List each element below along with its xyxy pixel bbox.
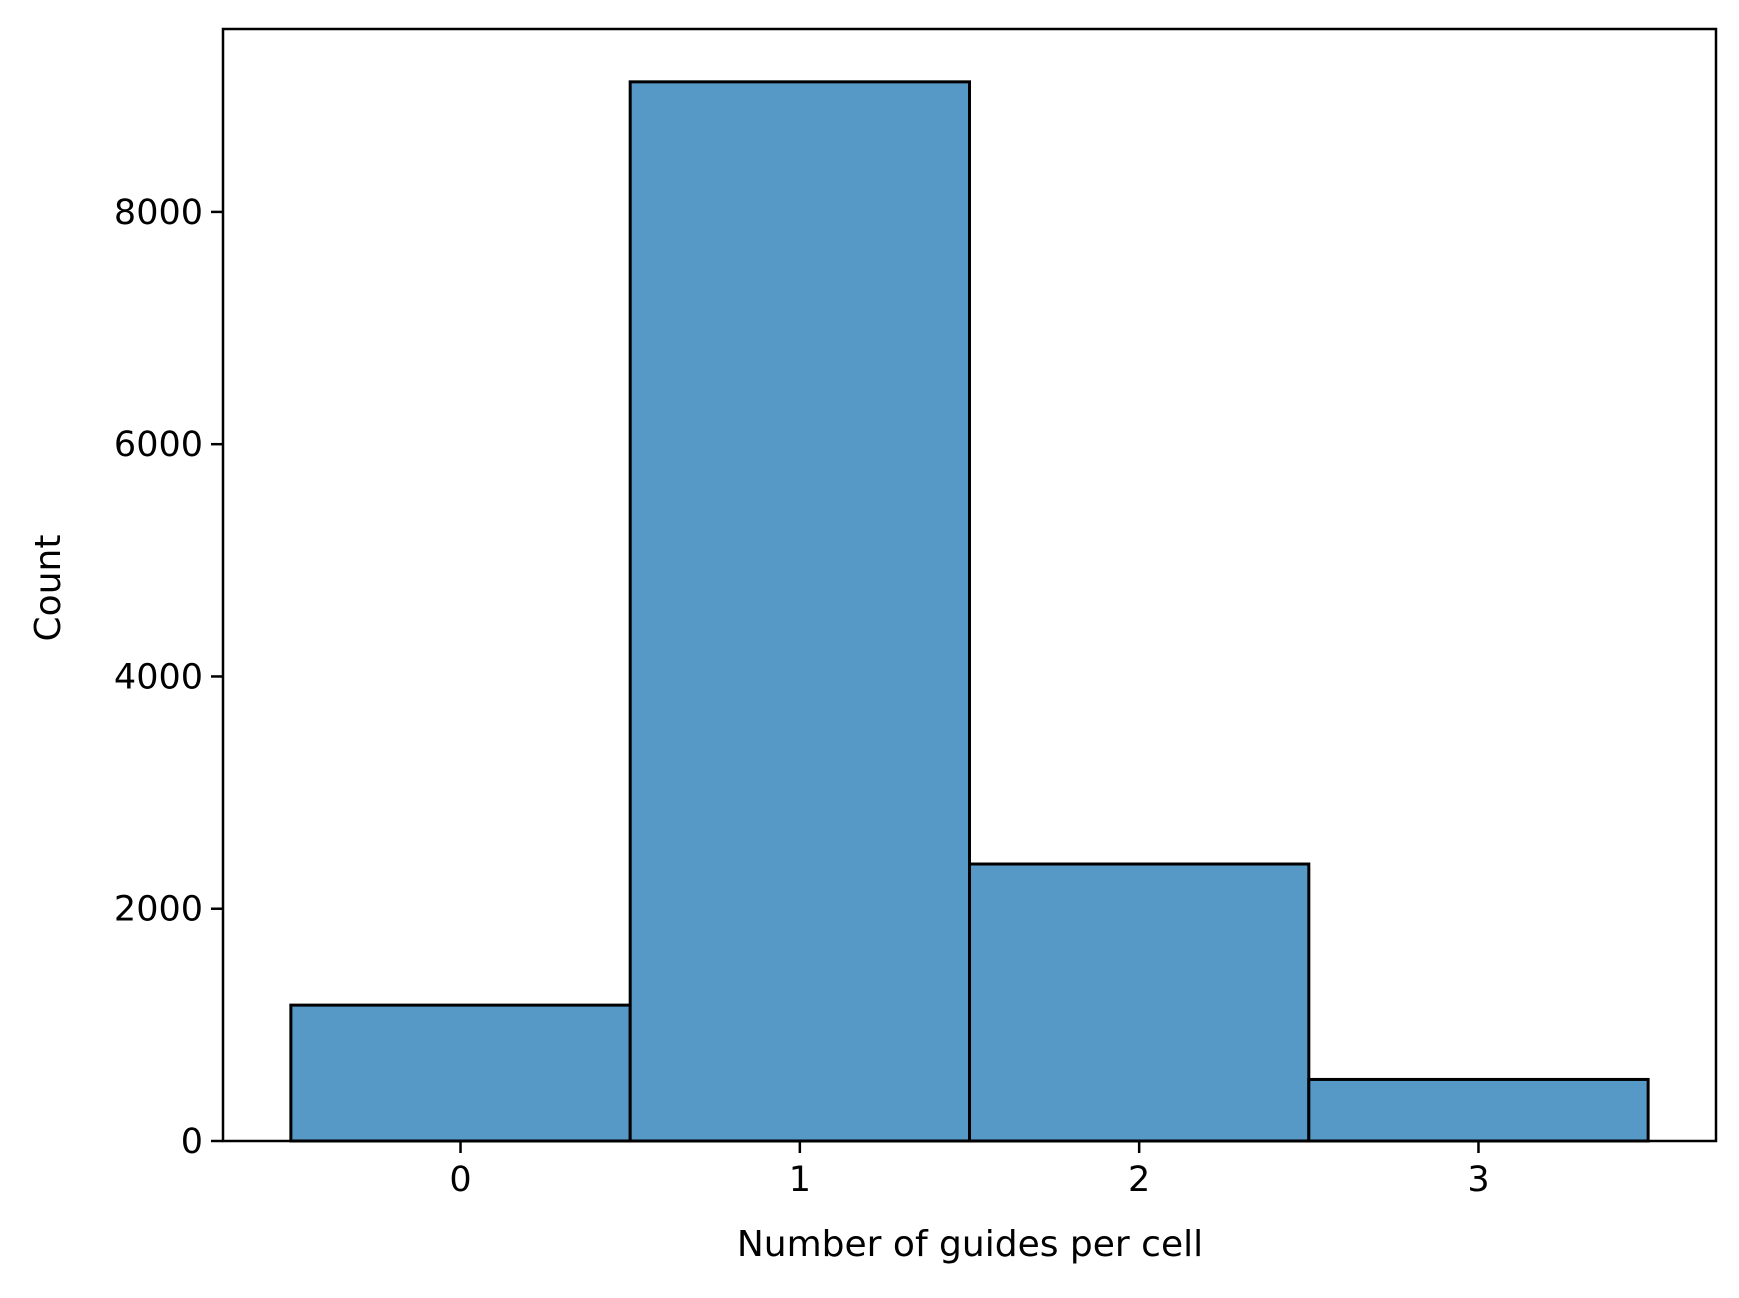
ticks-layer: 0 1 2 3 0 2000 4000 6000 8000 bbox=[114, 193, 1490, 1200]
histogram-bar-1 bbox=[628, 80, 971, 1143]
x-tick-label-0: 0 bbox=[449, 1160, 471, 1200]
x-axis-label: Number of guides per cell bbox=[737, 1224, 1203, 1265]
y-tick-label-4000: 4000 bbox=[114, 657, 203, 697]
x-tick-label-3: 3 bbox=[1467, 1160, 1489, 1200]
y-tick-label-0: 0 bbox=[181, 1122, 203, 1162]
y-tick-label-2000: 2000 bbox=[114, 890, 203, 930]
x-tick-label-2: 2 bbox=[1128, 1160, 1150, 1200]
y-tick-label-8000: 8000 bbox=[114, 193, 203, 233]
bars-layer bbox=[289, 80, 1650, 1143]
histogram-bar-0 bbox=[289, 1003, 632, 1143]
axes-frame bbox=[221, 27, 1718, 1143]
y-axis-label: Count bbox=[28, 535, 69, 642]
x-tick-label-1: 1 bbox=[789, 1160, 811, 1200]
axes-layer bbox=[221, 27, 1718, 1143]
histogram-bar-2 bbox=[968, 862, 1311, 1143]
histogram-bar-3 bbox=[1307, 1077, 1650, 1143]
y-tick-label-6000: 6000 bbox=[114, 425, 203, 465]
